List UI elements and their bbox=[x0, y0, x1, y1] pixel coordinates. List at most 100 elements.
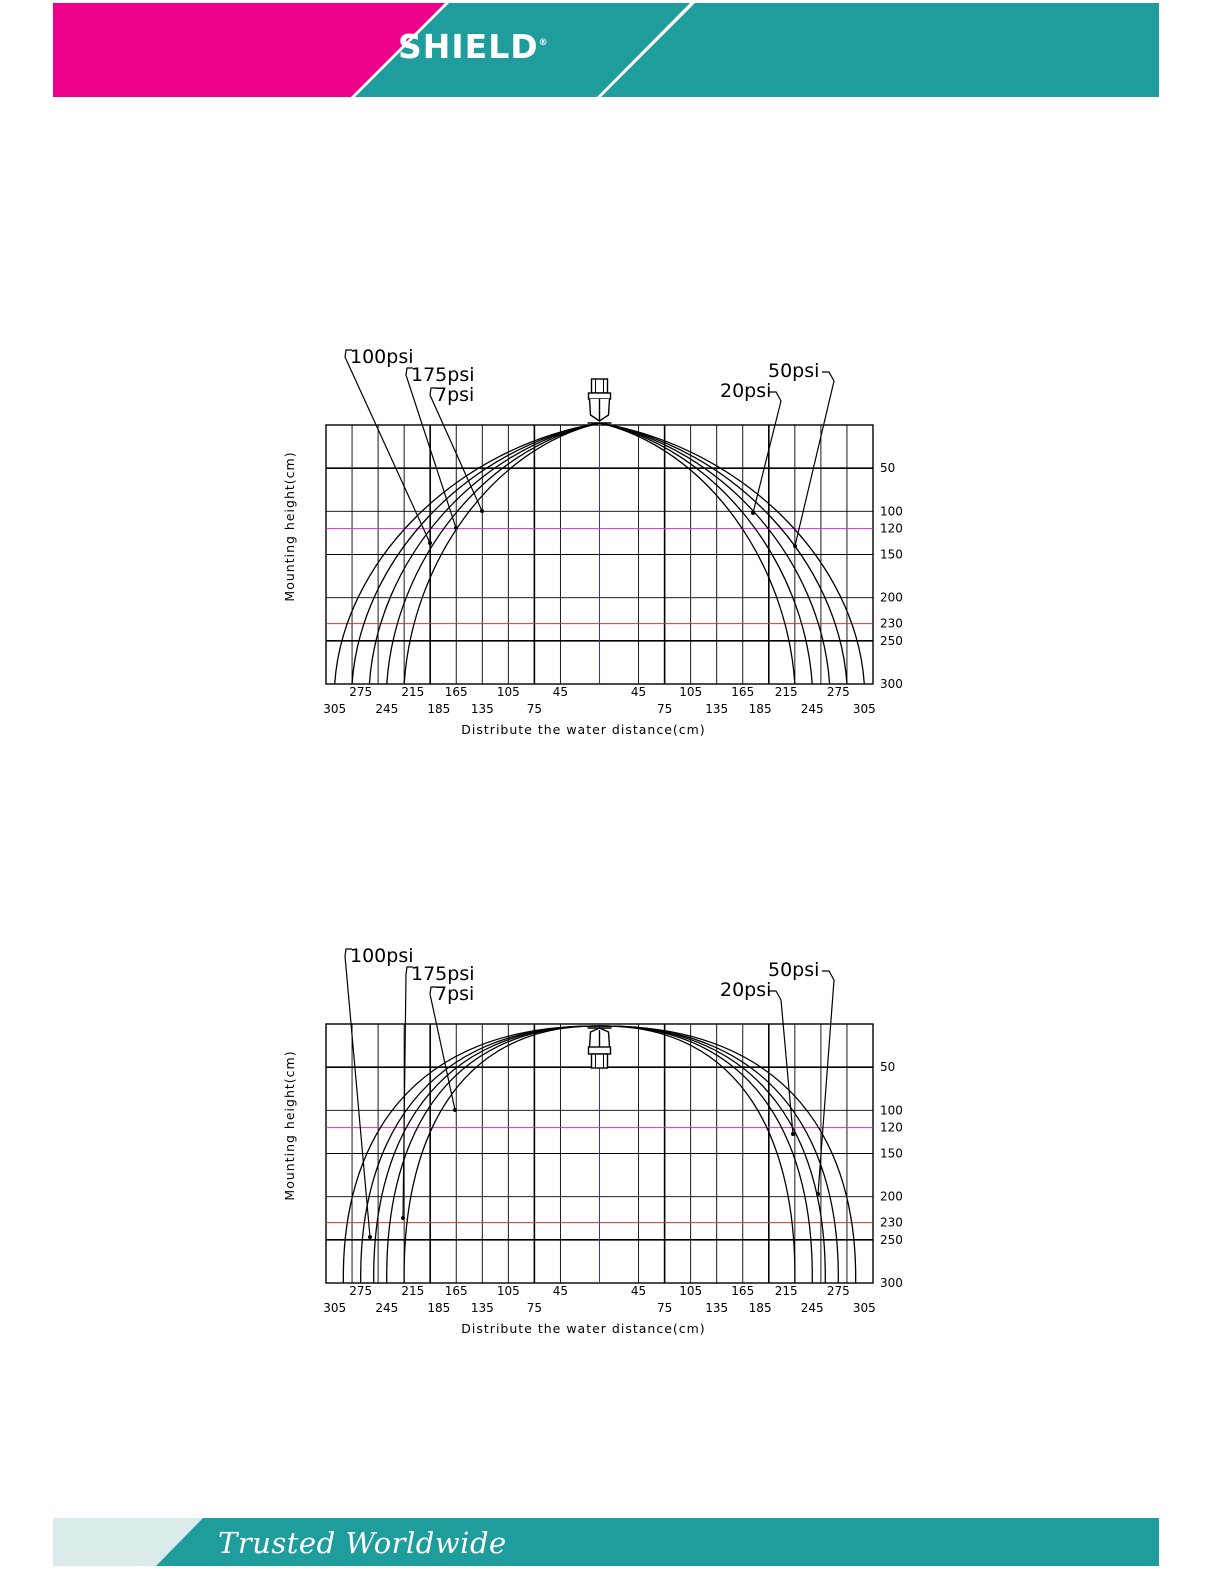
y-tick-label: 50 bbox=[880, 461, 895, 475]
trajectory-20psi-right bbox=[599, 422, 813, 685]
pressure-label-50psi: 50psi bbox=[768, 360, 819, 382]
pressure-leader-175psi bbox=[405, 367, 457, 529]
pressure-leader-50psi bbox=[794, 371, 835, 547]
footer-light-band bbox=[53, 1518, 203, 1566]
x-tick-label: 135 bbox=[705, 702, 728, 716]
trajectory-20psi-left bbox=[386, 1025, 600, 1284]
trajectory-100psi-left bbox=[360, 1025, 600, 1284]
x-tick-label: 75 bbox=[657, 702, 672, 716]
x-tick-label: 105 bbox=[679, 1284, 702, 1298]
pressure-label-175psi: 175psi bbox=[411, 963, 475, 985]
y-tick-label: 300 bbox=[880, 677, 903, 691]
footer-tagline: Trusted Worldwide bbox=[218, 1526, 507, 1560]
x-tick-label: 185 bbox=[427, 702, 450, 716]
pressure-leader-arrow bbox=[454, 526, 458, 530]
x-tick-label: 215 bbox=[775, 1284, 798, 1298]
pressure-leader-100psi bbox=[344, 948, 371, 1238]
pressure-leader-arrow bbox=[816, 1192, 820, 1196]
x-tick-label: 75 bbox=[527, 1301, 542, 1315]
x-tick-label: 45 bbox=[631, 1284, 646, 1298]
pressure-label-100psi: 100psi bbox=[350, 346, 414, 368]
pressure-label-100psi: 100psi bbox=[350, 945, 414, 967]
trajectory-100psi-left bbox=[351, 422, 600, 685]
y-tick-label: 150 bbox=[880, 1147, 903, 1161]
trajectory-7psi-left bbox=[403, 422, 600, 685]
x-tick-label: 185 bbox=[427, 1301, 450, 1315]
sprinkler-thread bbox=[590, 378, 609, 394]
x-tick-label: 245 bbox=[801, 702, 824, 716]
x-tick-label: 45 bbox=[553, 685, 568, 699]
trajectory-50psi-right bbox=[599, 422, 831, 685]
trajectory-20psi-right bbox=[599, 1025, 813, 1284]
pressure-leader-arrow bbox=[751, 511, 755, 515]
pressure-leader-175psi bbox=[402, 966, 413, 1219]
pressure-leader-arrow bbox=[401, 1216, 405, 1220]
trajectory-7psi-right bbox=[599, 422, 796, 685]
x-tick-label: 75 bbox=[657, 1301, 672, 1315]
x-tick-label: 275 bbox=[827, 685, 850, 699]
trajectory-50psi-right bbox=[599, 1025, 826, 1284]
trajectory-100psi-right bbox=[599, 422, 848, 685]
pressure-label-175psi: 175psi bbox=[411, 364, 475, 386]
x-tick-label: 305 bbox=[323, 1301, 346, 1315]
y-tick-label: 120 bbox=[880, 1121, 903, 1135]
pressure-leader-arrow bbox=[480, 509, 484, 513]
x-tick-label: 305 bbox=[853, 702, 876, 716]
pressure-label-20psi: 20psi bbox=[720, 979, 771, 1001]
x-tick-label: 75 bbox=[527, 702, 542, 716]
sprinkler-head-icon bbox=[587, 378, 612, 424]
x-tick-label: 275 bbox=[349, 685, 372, 699]
x-tick-label: 275 bbox=[349, 1284, 372, 1298]
x-tick-label: 165 bbox=[445, 685, 468, 699]
x-tick-label: 305 bbox=[853, 1301, 876, 1315]
pressure-leader-arrow bbox=[368, 1235, 372, 1239]
header-banner bbox=[53, 3, 1159, 97]
pressure-leader-50psi bbox=[817, 970, 835, 1195]
pressure-leader-arrow bbox=[428, 541, 432, 545]
y-tick-label: 300 bbox=[880, 1276, 903, 1290]
pressure-leader-7psi bbox=[429, 387, 483, 512]
footer-banner bbox=[53, 1518, 1159, 1566]
y-tick-label: 230 bbox=[880, 617, 903, 631]
y-tick-label: 230 bbox=[880, 1216, 903, 1230]
header-teal-band-left bbox=[355, 3, 690, 97]
trajectory-100psi-right bbox=[599, 1025, 839, 1284]
x-tick-label: 185 bbox=[749, 702, 772, 716]
x-tick-label: 45 bbox=[553, 1284, 568, 1298]
x-tick-label: 215 bbox=[401, 1284, 424, 1298]
y-tick-label: 150 bbox=[880, 548, 903, 562]
x-tick-label: 245 bbox=[375, 1301, 398, 1315]
y-tick-label: 100 bbox=[880, 1103, 903, 1117]
pressure-leader-20psi bbox=[769, 990, 794, 1135]
x-tick-label: 305 bbox=[323, 702, 346, 716]
pressure-leader-7psi bbox=[429, 986, 456, 1111]
trajectory-7psi-left bbox=[403, 1025, 600, 1284]
sprinkler-hex bbox=[587, 1046, 612, 1055]
header-teal-band-right bbox=[601, 3, 1159, 97]
y-tick-label: 50 bbox=[880, 1060, 895, 1074]
trajectory-50psi-left bbox=[373, 1025, 600, 1284]
x-tick-label: 165 bbox=[731, 685, 754, 699]
x-tick-label: 245 bbox=[375, 702, 398, 716]
pressure-leader-arrow bbox=[793, 544, 797, 548]
y-tick-label: 120 bbox=[880, 522, 903, 536]
brand-logo: SHIELD® bbox=[398, 27, 549, 66]
trajectory-20psi-left bbox=[386, 422, 600, 685]
trajectory-175psi-right bbox=[599, 1025, 857, 1284]
y-tick-label: 250 bbox=[880, 634, 903, 648]
y-tick-label: 200 bbox=[880, 591, 903, 605]
y-tick-label: 200 bbox=[880, 1190, 903, 1204]
x-tick-label: 275 bbox=[827, 1284, 850, 1298]
y-tick-label: 250 bbox=[880, 1233, 903, 1247]
x-tick-label: 165 bbox=[445, 1284, 468, 1298]
x-tick-label: 215 bbox=[775, 685, 798, 699]
y-axis-label: Mounting height(cm) bbox=[282, 451, 297, 601]
trajectory-7psi-right bbox=[599, 1025, 796, 1284]
x-tick-label: 105 bbox=[497, 685, 520, 699]
pressure-leader-arrow bbox=[791, 1132, 795, 1136]
footer-teal-band bbox=[156, 1518, 1159, 1566]
x-axis-label: Distribute the water distance(cm) bbox=[461, 1321, 705, 1336]
x-tick-label: 45 bbox=[631, 685, 646, 699]
trajectory-175psi-left bbox=[334, 422, 600, 685]
pressure-label-50psi: 50psi bbox=[768, 959, 819, 981]
